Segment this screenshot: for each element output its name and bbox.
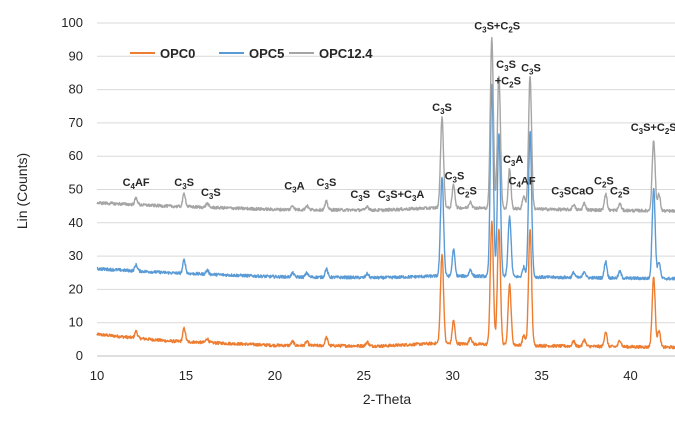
peak-label: C3S xyxy=(521,62,541,76)
x-tick-label-40: 40 xyxy=(623,368,637,383)
peak-label: C3S xyxy=(201,187,221,201)
x-tick-label-20: 20 xyxy=(268,368,282,383)
y-tick-label-70: 70 xyxy=(69,115,83,130)
gridlines xyxy=(97,22,675,357)
y-tick-label-100: 100 xyxy=(61,15,83,30)
peak-label: C3S xyxy=(317,177,337,191)
x-tick-label-35: 35 xyxy=(534,368,548,383)
peak-label: C3S xyxy=(445,171,465,185)
peak-label: C3S xyxy=(432,102,452,116)
series-line-opc0 xyxy=(96,220,675,350)
peak-label: +C2S xyxy=(495,76,521,90)
series-line-opc5 xyxy=(96,83,675,281)
y-tick-label-30: 30 xyxy=(69,248,83,263)
y-tick-label-60: 60 xyxy=(69,148,83,163)
y-tick-label-20: 20 xyxy=(69,281,83,296)
x-axis-title: 2-Theta xyxy=(363,391,411,407)
x-tick-label-30: 30 xyxy=(445,368,459,383)
x-tick-label-15: 15 xyxy=(179,368,193,383)
y-tick-label-90: 90 xyxy=(69,48,83,63)
peak-label: C4AF xyxy=(509,176,536,190)
y-axis-title: Lin (Counts) xyxy=(14,153,30,229)
peak-label: CaO xyxy=(571,185,594,197)
y-tick-label-50: 50 xyxy=(69,182,83,197)
series-line-opc12-4 xyxy=(96,36,675,214)
peak-label: C2S xyxy=(594,176,614,190)
peak-label: C2S xyxy=(457,185,477,199)
peak-label: C4AF xyxy=(123,177,150,191)
peak-label: C3S xyxy=(551,185,571,199)
peak-label: C3S xyxy=(496,59,516,73)
y-tick-label-0: 0 xyxy=(76,348,83,363)
y-tick-label-40: 40 xyxy=(69,215,83,230)
peak-label: C3A xyxy=(503,154,523,168)
x-tick-label-25: 25 xyxy=(357,368,371,383)
x-tick-label-10: 10 xyxy=(90,368,104,383)
peak-label: C3A xyxy=(284,181,304,195)
peak-label: C3S+C2S xyxy=(631,122,675,136)
peak-label: C3S+C3A xyxy=(378,189,425,203)
peak-label: C2S xyxy=(610,185,630,199)
peak-label: C3S xyxy=(174,177,194,191)
legend-label-opc0: OPC0 xyxy=(160,46,195,61)
series-lines xyxy=(96,36,675,350)
peak-label: C3S+C2S xyxy=(474,21,520,35)
legend: OPC0 OPC5 OPC12.4 xyxy=(130,46,373,61)
peak-label: C3S xyxy=(350,189,370,203)
y-tick-label-80: 80 xyxy=(69,82,83,97)
legend-label-opc12-4: OPC12.4 xyxy=(319,46,373,61)
legend-label-opc5: OPC5 xyxy=(249,46,284,61)
y-tick-label-10: 10 xyxy=(69,315,83,330)
axes: 0 10 20 30 40 50 60 70 80 90 100 10 15 20 25 30 35 40 xyxy=(61,15,675,383)
